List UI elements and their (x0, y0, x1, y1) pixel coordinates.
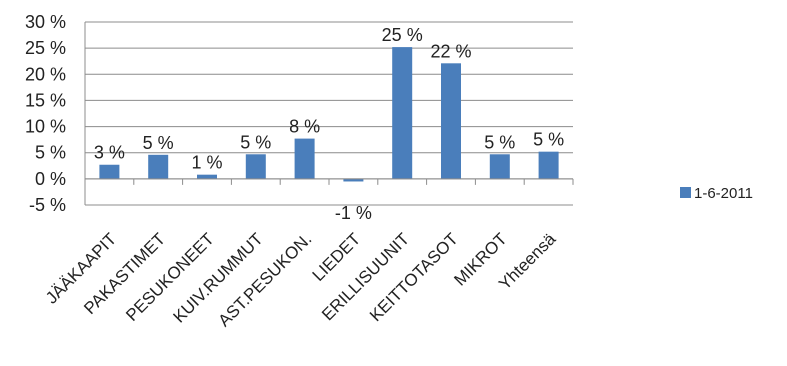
y-tick-label: 15 % (25, 90, 66, 110)
bars (99, 47, 559, 182)
y-tick-label: 0 % (35, 169, 66, 189)
data-label: 1 % (191, 153, 222, 173)
bar (538, 151, 559, 179)
bar (99, 164, 120, 179)
x-tick-label: AST.PESUKON. (214, 229, 315, 330)
bar (489, 154, 510, 179)
data-label: 3 % (94, 143, 125, 163)
bar (392, 47, 413, 179)
y-tick-label: 20 % (25, 64, 66, 84)
y-tick-label: 10 % (25, 117, 66, 137)
y-tick-label: -5 % (29, 195, 66, 215)
bar (441, 63, 461, 179)
data-label: 5 % (533, 130, 564, 150)
x-tick-label: ERILLISUUNIT (318, 229, 413, 324)
data-label: 5 % (484, 132, 515, 152)
bar (343, 178, 364, 182)
legend: 1-6-2011 (680, 185, 753, 202)
data-label: -1 % (335, 203, 372, 223)
bar (245, 154, 266, 179)
y-tick-labels: -5 % 0 % 5 % 10 % 15 % 20 % 25 % 30 % (25, 12, 66, 215)
axes (84, 22, 574, 205)
data-label: 5 % (143, 133, 174, 153)
legend-label: 1-6-2011 (694, 185, 753, 202)
y-tick-label: 5 % (35, 143, 66, 163)
data-labels: 3 % 5 % 1 % 5 % 8 % -1 % 25 % 22 % 5 % 5 % (94, 25, 564, 223)
data-label: 22 % (430, 41, 471, 61)
legend-swatch (680, 187, 691, 198)
data-label: 5 % (240, 132, 271, 152)
x-tick-label: KEITTOTASOT (366, 229, 462, 325)
y-tick-label: 30 % (25, 12, 66, 32)
bar (148, 154, 169, 179)
bar (294, 138, 315, 179)
data-label: 25 % (382, 25, 423, 45)
x-tick-label: PESUKONEET (122, 229, 218, 325)
y-tick-label: 25 % (25, 38, 66, 58)
x-tick-labels: JÄÄKAAPITPAKASTIMETPESUKONEETKUIV.RUMMUT… (42, 229, 560, 330)
bar (197, 174, 217, 179)
data-label: 8 % (289, 117, 320, 137)
